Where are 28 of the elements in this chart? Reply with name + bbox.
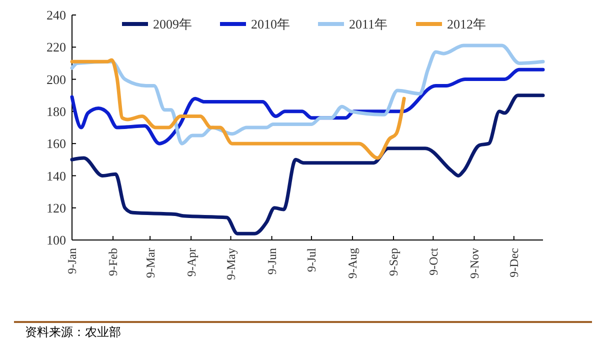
y-tick-label: 140 xyxy=(46,168,66,184)
legend-label: 2010年 xyxy=(251,16,290,32)
x-tick-label: 9-Jun xyxy=(264,248,279,275)
y-tick-label: 240 xyxy=(46,8,66,23)
x-tick-label: 9-Sep xyxy=(386,248,401,276)
line-series xyxy=(70,94,545,236)
y-tick-label: 160 xyxy=(46,136,66,152)
y-tick-label: 220 xyxy=(46,40,66,55)
legend-label: 2011年 xyxy=(349,16,388,32)
text: 资料来源：农业部 xyxy=(25,325,121,339)
x-tick-label: 9-Dec xyxy=(507,248,522,278)
legend-label: 2009年 xyxy=(153,16,192,32)
y-tick-label: 100 xyxy=(46,232,66,248)
x-tick-label: 9-Nov xyxy=(467,248,482,279)
x-tick-label: 9-May xyxy=(224,248,238,280)
legend-label: 2012年 xyxy=(447,16,486,32)
x-tick-label: 9-Oct xyxy=(426,247,440,276)
x-tick-label: 9-Jan xyxy=(65,248,80,274)
line-series xyxy=(70,68,545,146)
y-tick-label: 180 xyxy=(46,104,66,119)
x-tick-label: 9-Mar xyxy=(143,248,158,278)
x-tick-label: 9-Apr xyxy=(184,248,198,277)
x-tick-label: 9-Aug xyxy=(346,248,360,279)
x-tick-label: 9-Jul xyxy=(304,247,319,272)
y-tick-label: 120 xyxy=(46,200,66,216)
line-series xyxy=(70,58,406,160)
y-tick-label: 200 xyxy=(46,72,66,87)
x-tick-label: 9-Feb xyxy=(106,248,120,276)
